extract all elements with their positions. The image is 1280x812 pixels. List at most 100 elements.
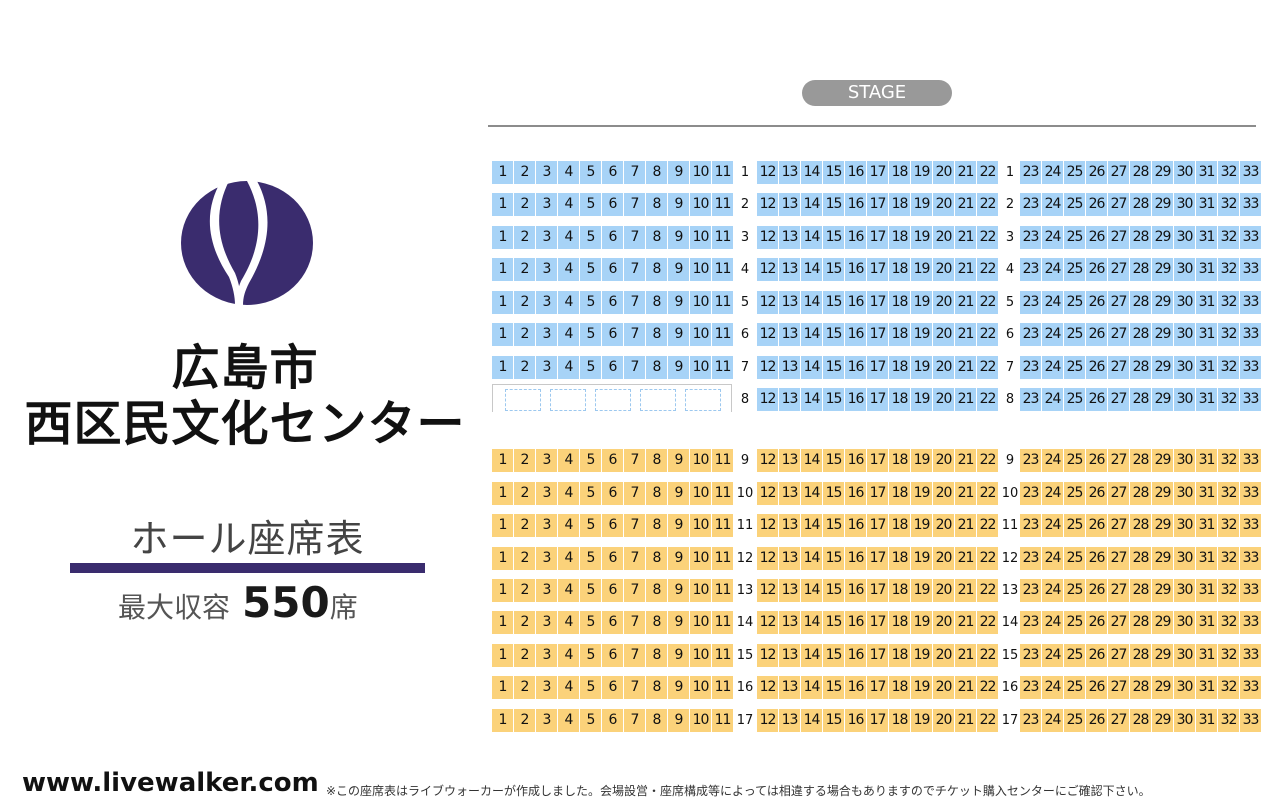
- seat[interactable]: 5: [580, 449, 601, 472]
- seat[interactable]: 26: [1086, 611, 1107, 634]
- seat[interactable]: 24: [1042, 644, 1063, 667]
- seat[interactable]: 22: [977, 291, 998, 314]
- seat[interactable]: 17: [867, 258, 888, 281]
- seat[interactable]: 15: [823, 161, 844, 184]
- seat[interactable]: 18: [889, 482, 910, 505]
- seat[interactable]: 30: [1174, 356, 1195, 379]
- seat[interactable]: 3: [536, 676, 557, 699]
- seat[interactable]: 26: [1086, 193, 1107, 216]
- seat[interactable]: 30: [1174, 709, 1195, 732]
- seat[interactable]: 32: [1218, 709, 1239, 732]
- seat[interactable]: 4: [558, 258, 579, 281]
- seat[interactable]: 30: [1174, 482, 1195, 505]
- seat[interactable]: 8: [646, 709, 667, 732]
- seat[interactable]: 1: [492, 709, 513, 732]
- seat[interactable]: 33: [1240, 161, 1261, 184]
- seat[interactable]: 18: [889, 323, 910, 346]
- seat[interactable]: 26: [1086, 161, 1107, 184]
- seat[interactable]: 1: [492, 161, 513, 184]
- seat[interactable]: 26: [1086, 388, 1107, 411]
- seat[interactable]: 28: [1130, 226, 1151, 249]
- seat[interactable]: 22: [977, 709, 998, 732]
- seat[interactable]: 1: [492, 514, 513, 537]
- seat[interactable]: 5: [580, 258, 601, 281]
- seat[interactable]: 15: [823, 258, 844, 281]
- seat[interactable]: 17: [867, 676, 888, 699]
- seat[interactable]: 23: [1020, 356, 1041, 379]
- seat[interactable]: 12: [757, 356, 778, 379]
- seat[interactable]: 21: [955, 161, 976, 184]
- seat[interactable]: 17: [867, 482, 888, 505]
- seat[interactable]: 2: [514, 547, 535, 570]
- seat[interactable]: 15: [823, 676, 844, 699]
- seat[interactable]: 11: [712, 611, 733, 634]
- seat[interactable]: 15: [823, 709, 844, 732]
- seat[interactable]: 22: [977, 258, 998, 281]
- seat[interactable]: 6: [602, 482, 623, 505]
- seat[interactable]: 29: [1152, 449, 1173, 472]
- seat[interactable]: 22: [977, 611, 998, 634]
- seat[interactable]: 24: [1042, 449, 1063, 472]
- seat[interactable]: 23: [1020, 611, 1041, 634]
- seat[interactable]: 23: [1020, 193, 1041, 216]
- seat[interactable]: 11: [712, 547, 733, 570]
- seat[interactable]: 11: [712, 226, 733, 249]
- seat[interactable]: 25: [1064, 449, 1085, 472]
- seat[interactable]: 5: [580, 482, 601, 505]
- seat[interactable]: 31: [1196, 356, 1217, 379]
- seat[interactable]: 10: [690, 579, 711, 602]
- seat[interactable]: 3: [536, 449, 557, 472]
- seat[interactable]: 23: [1020, 449, 1041, 472]
- seat[interactable]: 10: [690, 547, 711, 570]
- seat[interactable]: 15: [823, 323, 844, 346]
- seat[interactable]: 18: [889, 193, 910, 216]
- seat[interactable]: 22: [977, 226, 998, 249]
- seat[interactable]: 12: [757, 611, 778, 634]
- seat[interactable]: 33: [1240, 291, 1261, 314]
- seat[interactable]: 19: [911, 449, 932, 472]
- seat[interactable]: 33: [1240, 547, 1261, 570]
- seat[interactable]: 7: [624, 482, 645, 505]
- seat[interactable]: 22: [977, 676, 998, 699]
- footer-site-url[interactable]: www.livewalker.com: [22, 768, 319, 798]
- seat[interactable]: 25: [1064, 676, 1085, 699]
- seat[interactable]: 20: [933, 323, 954, 346]
- seat[interactable]: 14: [801, 323, 822, 346]
- seat[interactable]: 14: [801, 161, 822, 184]
- seat[interactable]: 8: [646, 611, 667, 634]
- seat[interactable]: 19: [911, 356, 932, 379]
- seat[interactable]: 5: [580, 644, 601, 667]
- seat[interactable]: 13: [779, 323, 800, 346]
- seat[interactable]: 27: [1108, 323, 1129, 346]
- seat[interactable]: 17: [867, 388, 888, 411]
- seat[interactable]: 29: [1152, 547, 1173, 570]
- seat[interactable]: 17: [867, 644, 888, 667]
- seat[interactable]: 32: [1218, 644, 1239, 667]
- seat[interactable]: 16: [845, 323, 866, 346]
- seat[interactable]: 22: [977, 161, 998, 184]
- seat[interactable]: 27: [1108, 449, 1129, 472]
- seat[interactable]: 31: [1196, 161, 1217, 184]
- seat[interactable]: 9: [668, 161, 689, 184]
- seat[interactable]: 16: [845, 258, 866, 281]
- seat[interactable]: 9: [668, 291, 689, 314]
- seat[interactable]: 24: [1042, 579, 1063, 602]
- seat[interactable]: 21: [955, 323, 976, 346]
- seat[interactable]: 8: [646, 676, 667, 699]
- seat[interactable]: 10: [690, 226, 711, 249]
- seat[interactable]: 9: [668, 356, 689, 379]
- seat[interactable]: 8: [646, 226, 667, 249]
- seat[interactable]: 9: [668, 226, 689, 249]
- seat[interactable]: 3: [536, 323, 557, 346]
- seat[interactable]: 18: [889, 579, 910, 602]
- seat[interactable]: 26: [1086, 356, 1107, 379]
- seat[interactable]: 16: [845, 709, 866, 732]
- seat[interactable]: 11: [712, 161, 733, 184]
- seat[interactable]: 8: [646, 291, 667, 314]
- seat[interactable]: 16: [845, 482, 866, 505]
- seat[interactable]: 1: [492, 676, 513, 699]
- seat[interactable]: 26: [1086, 291, 1107, 314]
- seat[interactable]: 6: [602, 449, 623, 472]
- seat[interactable]: 31: [1196, 291, 1217, 314]
- seat[interactable]: 25: [1064, 644, 1085, 667]
